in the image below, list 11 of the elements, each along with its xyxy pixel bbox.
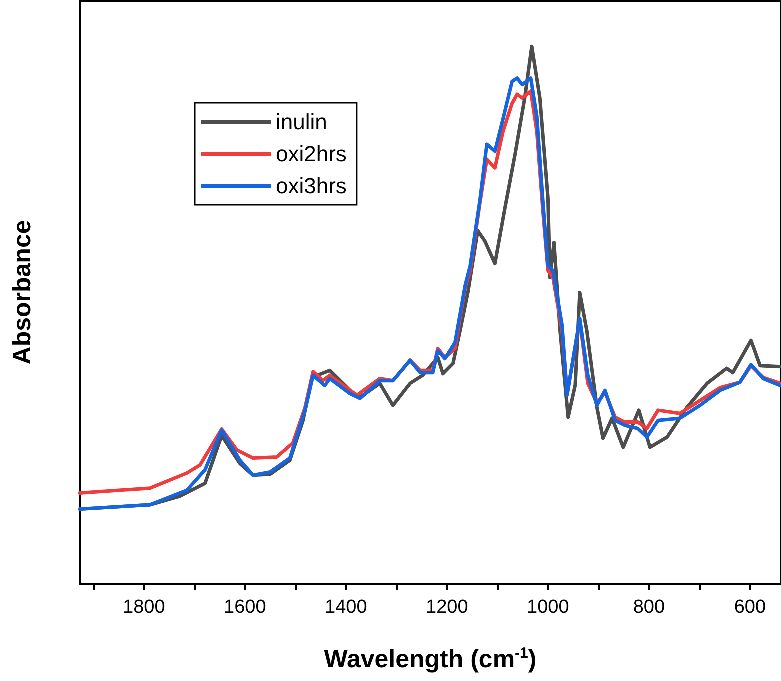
legend-label: oxi3hrs	[276, 174, 347, 198]
x-tick-label: 1400	[325, 597, 368, 618]
legend-label: oxi2hrs	[276, 142, 347, 166]
x-tick-label: 600	[734, 597, 766, 618]
legend-label: inulin	[276, 110, 328, 134]
x-tick-label: 1600	[224, 597, 266, 618]
x-tick-label: 1200	[426, 597, 468, 618]
x-tick-label: 800	[633, 597, 666, 618]
y-axis-title: Absorbance	[8, 220, 36, 365]
x-tick-label: 1800	[123, 597, 166, 618]
x-tick-label: 1000	[527, 597, 570, 618]
